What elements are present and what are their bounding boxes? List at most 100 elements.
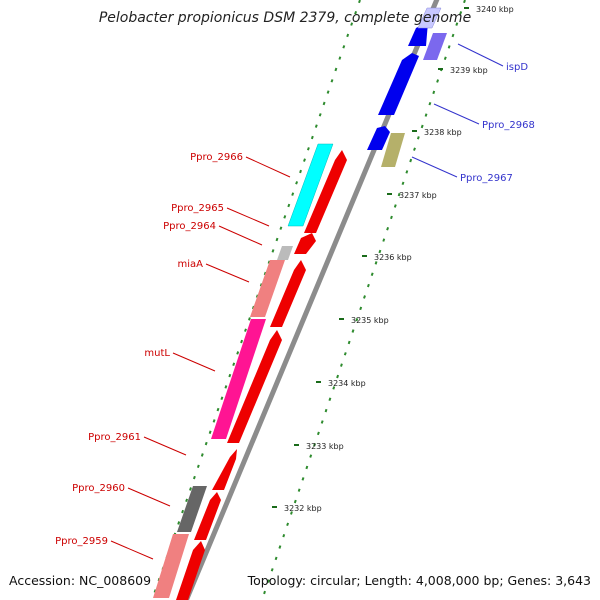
guide-dot bbox=[338, 56, 342, 60]
guide-dot bbox=[382, 238, 386, 242]
guide-dot bbox=[224, 385, 228, 389]
gene-leader-line bbox=[245, 156, 291, 178]
guide-dot bbox=[363, 295, 366, 299]
guide-dot bbox=[436, 79, 440, 83]
guide-dot bbox=[340, 363, 343, 367]
guide-dot bbox=[208, 430, 212, 434]
cds-arrow bbox=[367, 126, 390, 150]
guide-dot bbox=[420, 124, 424, 129]
guide-dot bbox=[424, 113, 428, 117]
guide-dot bbox=[346, 33, 350, 38]
feature-box bbox=[153, 534, 189, 598]
guide-dot bbox=[278, 545, 282, 549]
guide-dot bbox=[359, 306, 363, 311]
guide-dot bbox=[393, 204, 397, 208]
cds-arrow bbox=[378, 53, 419, 115]
guide-dot bbox=[189, 487, 192, 491]
guide-dot bbox=[271, 249, 275, 253]
guide-dot bbox=[320, 420, 324, 424]
gene-leader-line bbox=[218, 225, 263, 246]
guide-dot bbox=[386, 226, 390, 231]
guide-dot bbox=[334, 67, 338, 72]
guide-dot bbox=[451, 33, 455, 38]
guide-dot bbox=[328, 397, 332, 402]
dotted-guides bbox=[153, 0, 466, 595]
guide-dot bbox=[459, 11, 463, 15]
guide-dot bbox=[275, 237, 279, 242]
cds-arrow bbox=[194, 492, 221, 540]
guide-dot bbox=[343, 352, 347, 356]
guide-dot bbox=[185, 498, 189, 503]
guide-dot bbox=[266, 579, 270, 583]
guide-dot bbox=[291, 192, 295, 196]
gene-leader-line bbox=[143, 436, 187, 456]
guide-dot bbox=[455, 22, 459, 26]
guide-dot bbox=[416, 136, 420, 140]
guide-dot bbox=[322, 101, 326, 106]
guide-dot bbox=[290, 511, 293, 515]
guide-dot bbox=[263, 590, 266, 595]
gene-leader-line bbox=[433, 103, 480, 125]
guide-dot bbox=[274, 556, 278, 561]
guide-dot bbox=[240, 339, 244, 344]
feature-track bbox=[153, 143, 334, 598]
guide-dot bbox=[287, 203, 291, 208]
scale-tick-label: 3235 kbp bbox=[351, 316, 389, 325]
guide-dot bbox=[358, 0, 361, 4]
scale-tick-label: 3240 kbp bbox=[476, 5, 514, 14]
guide-dot bbox=[336, 374, 340, 379]
guide-dot bbox=[347, 340, 351, 345]
feature-box bbox=[417, 7, 442, 29]
feature-box bbox=[381, 133, 405, 167]
scale-tick-label: 3239 kbp bbox=[450, 66, 488, 75]
guide-dot bbox=[279, 226, 283, 230]
scale-tick-label: 3234 kbp bbox=[328, 379, 366, 388]
gene-leader-line bbox=[110, 540, 154, 560]
guide-dot bbox=[295, 181, 299, 185]
guide-dot bbox=[324, 408, 328, 413]
guide-dot bbox=[244, 328, 247, 332]
scale-tick-label: 3237 kbp bbox=[399, 191, 437, 200]
gene-label: Ppro_2968 bbox=[482, 120, 535, 131]
guide-dot bbox=[355, 317, 359, 322]
gene-label: Ppro_2960 bbox=[72, 483, 125, 494]
guide-dot bbox=[428, 101, 432, 106]
guide-dot bbox=[314, 124, 318, 128]
genome-summary-text: Topology: circular; Length: 4,008,000 bp… bbox=[247, 573, 591, 588]
guide-dot bbox=[330, 79, 334, 83]
feature-box bbox=[250, 260, 285, 317]
guide-dot bbox=[463, 0, 466, 4]
guide-dot bbox=[354, 10, 358, 15]
forward-cds-track bbox=[367, 7, 447, 167]
gene-label: ispD bbox=[506, 62, 528, 73]
cds-arrow bbox=[227, 330, 282, 443]
scale-tick-label: 3236 kbp bbox=[374, 253, 412, 262]
guide-dot bbox=[409, 158, 413, 163]
guide-dot bbox=[248, 317, 251, 321]
guide-dot bbox=[390, 215, 393, 220]
cds-arrow bbox=[176, 541, 205, 600]
guide-dot bbox=[216, 407, 220, 412]
guide-dot bbox=[270, 568, 274, 572]
guide-dot bbox=[374, 261, 378, 265]
guide-dot bbox=[220, 396, 224, 401]
guide-dot bbox=[212, 419, 216, 423]
gene-leader-line bbox=[127, 487, 171, 507]
guide-dot bbox=[401, 181, 405, 186]
gene-leader-line bbox=[411, 156, 458, 178]
guide-dot bbox=[196, 464, 200, 469]
scale-tick-label: 3238 kbp bbox=[424, 128, 462, 137]
feature-box bbox=[423, 33, 447, 60]
gene-labels: ispD Ppro_2968 Ppro_2967 Ppro_2966 Ppro_2965… bbox=[55, 43, 535, 560]
feature-box bbox=[211, 319, 266, 439]
cds-arrow bbox=[212, 449, 237, 490]
guide-dot bbox=[204, 441, 208, 446]
guide-dot bbox=[342, 45, 346, 49]
guide-dot bbox=[309, 454, 313, 458]
guide-dot bbox=[366, 283, 370, 288]
reverse-cds-track bbox=[176, 150, 347, 600]
gene-label: Ppro_2967 bbox=[460, 173, 513, 184]
guide-dot bbox=[306, 147, 310, 151]
cds-arrow bbox=[294, 233, 316, 254]
